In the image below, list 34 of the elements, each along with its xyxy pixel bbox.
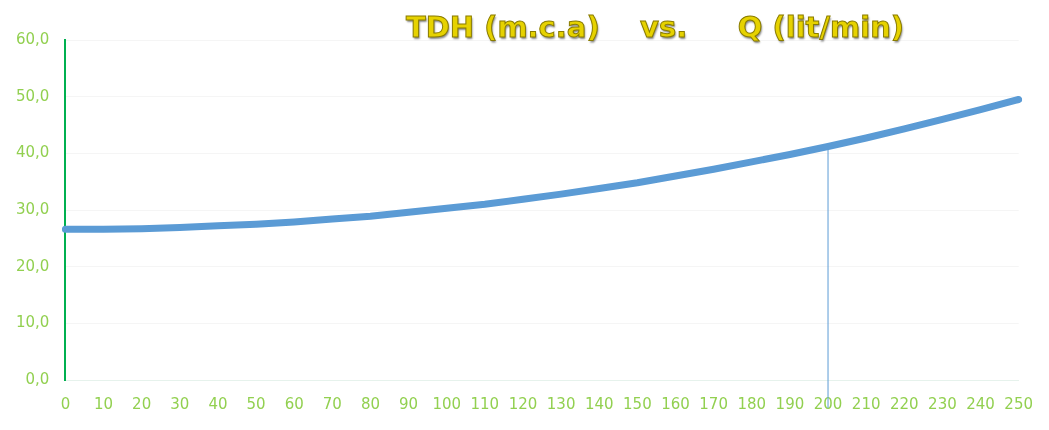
x-tick-label: 80: [360, 394, 380, 413]
x-tick-label: 180: [737, 394, 767, 413]
x-tick-label: 70: [322, 394, 342, 413]
y-tick-label: 50,0: [15, 86, 50, 105]
x-tick-label: 110: [470, 394, 500, 413]
x-tick-label: 90: [399, 394, 419, 413]
y-tick-label: 60,0: [15, 29, 50, 48]
x-tick-label: 150: [623, 394, 652, 413]
x-tick-label: 30: [170, 394, 190, 413]
x-tick-label: 210: [851, 394, 881, 413]
x-tick-label: 200: [813, 394, 843, 413]
x-tick-label: 10: [93, 394, 114, 413]
x-tick-label: 120: [508, 394, 538, 413]
x-tick-label: 60: [284, 394, 304, 413]
x-tick-label: 100: [432, 394, 462, 413]
x-tick-label: 190: [775, 394, 805, 413]
x-tick-label: 20: [132, 394, 152, 413]
y-tick-label: 40,0: [15, 143, 50, 162]
x-tick-label: 160: [661, 394, 690, 413]
y-tick-label: 20,0: [15, 256, 50, 275]
x-tick-label: 130: [546, 394, 576, 413]
x-tick-label: 240: [966, 394, 995, 413]
x-tick-label: 40: [208, 394, 228, 413]
y-tick-label: 30,0: [15, 199, 50, 218]
x-tick-label: 250: [1004, 394, 1034, 413]
y-tick-label: 10,0: [15, 313, 50, 332]
x-tick-label: 0: [60, 394, 71, 413]
y-tick-label: 0,0: [25, 369, 50, 388]
x-tick-label: 170: [699, 394, 728, 413]
x-tick-label: 220: [889, 394, 919, 413]
x-tick-label: 230: [928, 394, 957, 413]
x-tick-label: 50: [246, 394, 266, 413]
x-tick-label: 140: [584, 394, 614, 413]
chart-title: TDH (m.c.a) vs. Q (lit/min): [404, 10, 906, 44]
